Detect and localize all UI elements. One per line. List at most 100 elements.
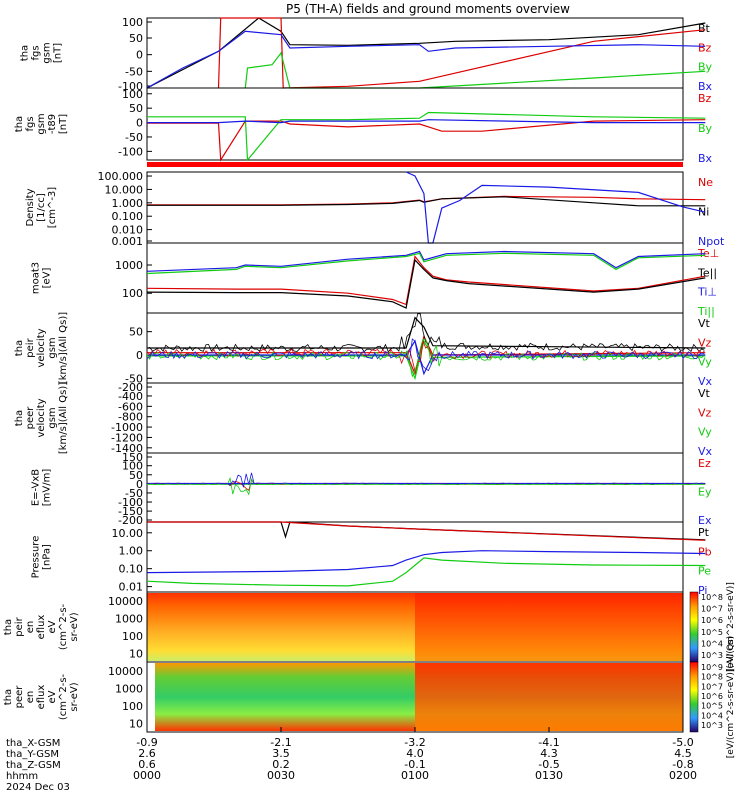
colorbar-tick: 10^8 [701, 673, 723, 682]
y-axis-label: [mV/m] [42, 469, 53, 507]
y-axis-label: velocity [36, 398, 47, 437]
y-axis-label: eV [47, 690, 58, 703]
y-axis-label: fgs [25, 116, 36, 131]
colorbar-label: [eV/(cm^2-s-sr-eV)] [726, 582, 736, 672]
x-row-label: 2024 Dec 03 [6, 782, 70, 793]
series-line-Npot [405, 171, 706, 244]
panel-frame [146, 87, 684, 161]
y-axis-label: [nT] [58, 114, 69, 134]
legend-Bz: Bz [698, 92, 712, 105]
y-tick-label: 0.001 [112, 235, 144, 248]
y-tick-label: -150 [118, 505, 143, 518]
series-line-Ti|| [146, 252, 706, 275]
x-tick-label: 0.6 [138, 758, 156, 771]
panel-frame [146, 452, 684, 523]
x-tick-label: 0030 [267, 769, 295, 782]
series-line-Pb [147, 521, 706, 541]
data-gap [147, 663, 155, 731]
y-tick-label: 100.000 [98, 170, 144, 183]
y-tick-label: -100 [118, 80, 143, 93]
legend-Pi: Pi [698, 584, 707, 597]
y-tick-label: 0.010 [112, 224, 144, 237]
colorbar-p10 [689, 661, 699, 733]
panel-p9: 10000 1000 100 10 tha peir en eflux eV (cm^2-s-sr… [3, 591, 684, 663]
x-tick-label: 4.3 [540, 747, 558, 760]
panel-frame [146, 242, 684, 314]
panel-p8: 10.00 1.00 0.10 0.01 Pressure [nPa] Pt Pb Pe Pi [31, 521, 712, 597]
y-axis-label: E=-VxB [31, 469, 42, 506]
y-axis-label: fgs [31, 45, 42, 60]
legend-Pe: Pe [698, 565, 711, 578]
chart-title: P5 (TH-A) fields and ground moments over… [286, 2, 570, 16]
x-tick-label: -5.0 [672, 736, 693, 749]
series-line-Te|| [146, 258, 706, 309]
colorbar-tick: 10^6 [701, 616, 723, 625]
colorbar-tick: 10^9 [701, 663, 723, 672]
y-tick-label: 100 [122, 630, 143, 643]
y-tick-label: -50 [125, 487, 143, 500]
y-tick-label: 10.000 [105, 183, 144, 196]
panel-p10: 10000 1000 100 10 tha peer en eflux eV (cm^2-s-sr… [3, 661, 684, 733]
y-tick-label: -100 [118, 496, 143, 509]
x-tick-label: -3.2 [404, 736, 425, 749]
legend-Npot: Npot [698, 235, 725, 248]
panel-p4: 1000 100 moat3 [eV] Te⊥ Te|| Ti⊥ Ti|| [31, 242, 719, 318]
y-tick-label: -100 [118, 145, 143, 158]
x-tick-label: 0100 [401, 769, 429, 782]
series-noise-Vt [146, 313, 705, 353]
y-tick-label: 1000 [115, 612, 143, 625]
series-line-Vy [147, 339, 706, 381]
legend-Ti⊥: Ti⊥ [697, 286, 717, 299]
legend-Vx: Vx [698, 445, 713, 458]
panel-p5: 50 0 -50 tha peir velocity gsm [km/s](All Qs)] V… [14, 312, 713, 388]
legend-Vy: Vy [698, 356, 712, 369]
colorbar-p9 [689, 591, 699, 663]
x-tick-label: 0000 [133, 769, 161, 782]
legend-Ex: Ex [698, 514, 712, 527]
series-line-By [147, 111, 706, 162]
y-axis-label: [nT] [53, 43, 64, 63]
y-axis-label: [1/cc] [36, 193, 47, 222]
x-tick-label: 0200 [669, 769, 697, 782]
colorbar-tick: 10^4 [701, 711, 723, 720]
x-tick-label: -4.1 [538, 736, 559, 749]
series-line-Bx [147, 119, 706, 124]
legend-Ez: Ez [698, 457, 711, 470]
y-tick-label: 100 [122, 16, 143, 29]
y-axis-label: tha [20, 45, 31, 61]
y-tick-label: 10.00 [112, 527, 144, 540]
y-axis-label: [eV] [42, 268, 53, 289]
y-tick-label: 10000 [108, 595, 143, 608]
y-axis-label: moat3 [31, 262, 42, 294]
colorbar-tick: 10^7 [701, 682, 723, 691]
y-axis-label: eflux [36, 615, 47, 640]
x-tick-label: 2.6 [138, 747, 156, 760]
y-tick-label: -200 [118, 381, 143, 394]
y-tick-label: 100 [122, 287, 143, 300]
legend-Pb: Pb [698, 545, 712, 558]
y-axis-label: tha [14, 410, 25, 426]
series-noise-Ex [146, 472, 705, 488]
legend-Pt: Pt [698, 526, 710, 539]
y-axis-label: Pressure [31, 536, 42, 579]
series-line-Te⊥ [146, 255, 706, 306]
legend-Bz: Bz [698, 41, 712, 54]
series-line-Vt [147, 316, 706, 349]
y-axis-label: sr-eV) [69, 682, 80, 711]
y-axis-label: (cm^2-s- [58, 673, 69, 720]
x-tick-label: -0.5 [538, 758, 559, 771]
y-axis-label: eV [47, 620, 58, 633]
y-tick-label: 0.10 [119, 563, 144, 576]
series-line-Bt [146, 17, 706, 89]
legend-Ne: Ne [698, 176, 713, 189]
x-tick-label: -2.1 [270, 736, 291, 749]
y-axis-label: tha [3, 689, 14, 705]
y-axis-label: -t89 [47, 114, 58, 134]
x-row-label: tha_X-GSM [6, 738, 60, 749]
series-line-Bz [147, 119, 706, 162]
y-axis-label: sr-eV) [69, 612, 80, 641]
y-tick-label: 0.01 [119, 581, 144, 594]
